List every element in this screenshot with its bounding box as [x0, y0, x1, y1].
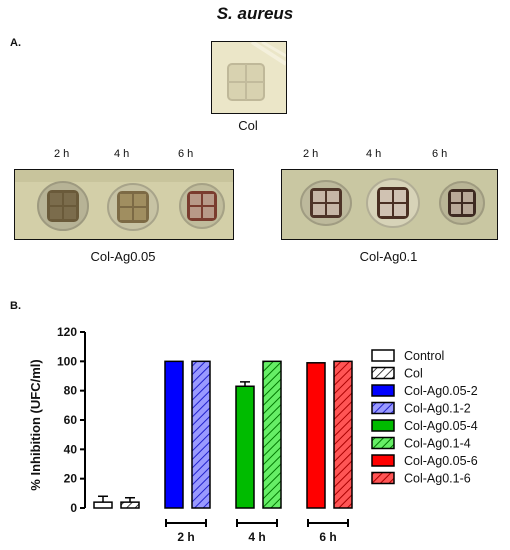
col-ag01-photo-image [282, 170, 497, 239]
inhibition-chart: % Inhibition (UFC/ml) 0 20 40 60 80 100 120 2 … [28, 325, 478, 544]
legend-label: Col-Ag0.05-2 [404, 384, 478, 398]
bar-col-ag0-1-6 [333, 360, 353, 509]
col-ag01-caption: Col-Ag0.1 [359, 249, 418, 264]
col-ag005-photo-image [15, 170, 233, 239]
right-time-4h: 4 h [366, 148, 382, 160]
legend-swatch [371, 471, 395, 485]
group-label: 2 h [177, 530, 194, 544]
y-tick-label: 40 [64, 442, 78, 456]
y-tick-label: 80 [64, 384, 78, 398]
col-ag005-photo [14, 169, 234, 240]
col-ag005-caption: Col-Ag0.05 [90, 249, 156, 264]
panel-b-label: B. [10, 300, 21, 312]
legend-swatch [371, 349, 395, 362]
y-axis: 0 20 40 60 80 100 120 [57, 325, 86, 515]
y-axis-label: % Inhibition (UFC/ml) [28, 359, 43, 490]
legend-swatch [371, 436, 395, 450]
bar-col-ag0-1-4 [262, 360, 282, 509]
legend-swatch [371, 401, 395, 415]
col-photo [211, 41, 287, 114]
legend-label: Control [404, 349, 444, 363]
y-tick-label: 120 [57, 325, 77, 339]
legend-label: Col-Ag0.1-6 [404, 472, 471, 486]
col-caption: Col [238, 118, 258, 133]
legend-label: Col-Ag0.05-6 [404, 454, 478, 468]
bars [93, 360, 353, 509]
panel-a-label: A. [10, 37, 21, 49]
left-time-2h: 2 h [54, 148, 70, 160]
group-label: 6 h [319, 530, 336, 544]
y-tick-label: 0 [70, 501, 77, 515]
y-tick-label: 20 [64, 472, 78, 486]
right-time-6h: 6 h [432, 148, 448, 160]
legend-swatch [371, 454, 395, 467]
group-axis: 2 h 4 h 6 h [165, 519, 349, 544]
legend-swatch [371, 419, 395, 432]
legend-swatch [371, 384, 395, 397]
bar-col [120, 501, 140, 509]
bar-col-ag0-05-2 [164, 360, 184, 509]
col-photo-image [212, 42, 286, 113]
bar-control [93, 501, 113, 509]
left-time-6h: 6 h [178, 148, 194, 160]
legend: Control Col Col-Ag0.05-2 Col-Ag0.1-2 Col-Ag0… [371, 349, 478, 486]
group-label: 4 h [248, 530, 265, 544]
bar-col-ag0-05-4 [235, 385, 255, 509]
legend-label: Col-Ag0.05-4 [404, 419, 478, 433]
left-time-4h: 4 h [114, 148, 130, 160]
legend-swatch [371, 366, 395, 380]
figure-title: S. aureus [216, 4, 294, 23]
legend-label: Col [404, 367, 423, 381]
legend-label: Col-Ag0.1-2 [404, 402, 471, 416]
legend-label: Col-Ag0.1-4 [404, 437, 471, 451]
col-ag01-photo [281, 169, 498, 240]
bar-col-ag0-05-6 [306, 362, 326, 509]
right-time-2h: 2 h [303, 148, 319, 160]
bar-col-ag0-1-2 [191, 360, 211, 509]
y-tick-label: 60 [64, 413, 78, 427]
y-tick-label: 100 [57, 354, 77, 368]
